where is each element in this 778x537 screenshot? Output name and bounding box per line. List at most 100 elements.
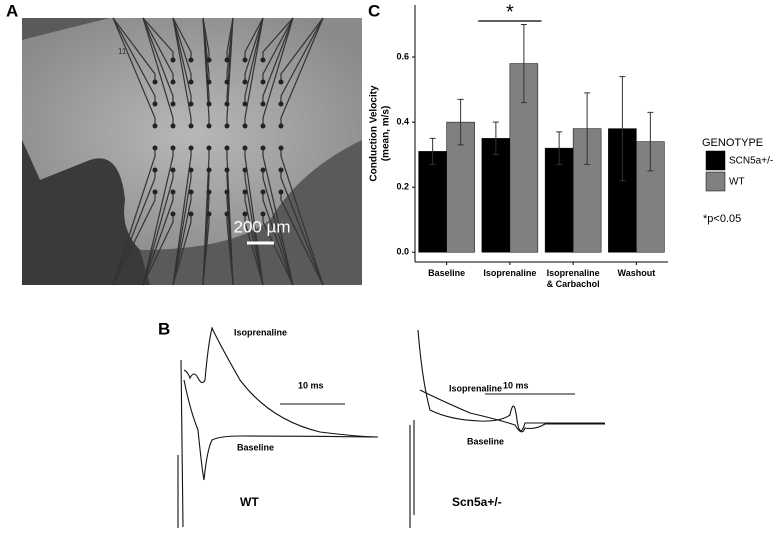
electrode	[278, 79, 284, 85]
x-tick-label: Baseline	[428, 268, 465, 278]
electrode	[260, 145, 266, 151]
electrode	[278, 167, 284, 173]
electrode-track	[142, 17, 174, 82]
y-tick-label: 0.0	[396, 247, 409, 257]
electrode	[206, 123, 212, 129]
electrode	[170, 189, 176, 195]
electrode	[260, 123, 266, 129]
error-bar	[492, 121, 499, 156]
electrode	[206, 211, 212, 217]
x-tick-label: Washout	[618, 268, 656, 278]
error-bar	[429, 137, 436, 165]
electrode-track	[244, 17, 264, 60]
electrode	[170, 57, 176, 63]
electrode-track	[202, 214, 210, 286]
electrode	[188, 167, 194, 173]
electrode	[170, 145, 176, 151]
electrode-track	[244, 17, 264, 126]
error-bar	[520, 24, 527, 104]
electrode	[188, 145, 194, 151]
electrode	[242, 145, 248, 151]
electrode	[188, 79, 194, 85]
electrode-label: 11	[118, 47, 127, 56]
electrode	[260, 79, 266, 85]
electrode-track	[262, 148, 294, 286]
panel-label: C	[368, 1, 380, 20]
error-bar	[457, 98, 464, 146]
electrode-track	[202, 17, 210, 60]
y-tick-label: 0.4	[396, 116, 409, 126]
chart: 0.0 0.2 0.4 0.6 Conduction Velocity (mean, m/…	[369, 1, 774, 289]
electrode-track	[262, 17, 294, 104]
electrode	[170, 123, 176, 129]
electrode	[188, 57, 194, 63]
electrode-track	[202, 192, 210, 286]
electrode-track	[112, 148, 156, 286]
electrode	[260, 101, 266, 107]
electrode	[224, 123, 230, 129]
electrode	[206, 167, 212, 173]
scale-label: 200 µm	[233, 217, 290, 236]
electrode	[188, 123, 194, 129]
electrode	[152, 79, 158, 85]
electrode	[152, 189, 158, 195]
electrode-track	[244, 170, 264, 286]
electrode-track	[262, 214, 294, 286]
electrode	[206, 79, 212, 85]
electrode-track	[262, 17, 294, 82]
trace-label: Baseline	[467, 436, 504, 446]
electrode-track	[280, 17, 324, 82]
electrode-track	[172, 17, 192, 126]
x-tick-label: Isoprenaline & Carbachol	[547, 268, 600, 289]
electrode	[242, 211, 248, 217]
electrode-track	[142, 17, 174, 126]
electrode	[278, 189, 284, 195]
legend-swatch	[705, 171, 726, 192]
electrode	[242, 79, 248, 85]
electrode	[152, 167, 158, 173]
trace-label: Isoprenaline	[449, 383, 502, 393]
legend-swatch	[705, 150, 726, 171]
electrode	[170, 211, 176, 217]
electrode-track	[112, 17, 156, 82]
electrode	[170, 101, 176, 107]
electrode-track	[172, 214, 192, 286]
error-bar	[556, 131, 563, 165]
electrode-track	[142, 148, 174, 286]
electrode	[152, 145, 158, 151]
electrode	[242, 57, 248, 63]
panel-label: A	[6, 1, 18, 20]
error-bar	[584, 92, 591, 165]
genotype-label: Scn5a+/-	[452, 495, 502, 509]
electrode-track	[244, 17, 264, 104]
electrode-track	[226, 17, 234, 126]
electrode-track	[226, 192, 234, 286]
bar	[418, 151, 447, 253]
photo	[22, 17, 362, 286]
electrode	[188, 189, 194, 195]
electrode-track	[112, 17, 156, 104]
electrode-track	[262, 170, 294, 286]
electrode-track	[280, 17, 324, 126]
scale-label: 10 ms	[503, 380, 529, 390]
electrode-track	[172, 148, 192, 286]
electrode-track	[280, 148, 324, 286]
electrode-track	[244, 17, 264, 82]
electrode-track	[112, 17, 156, 126]
electrode	[206, 145, 212, 151]
electrode	[242, 101, 248, 107]
electrode-track	[244, 192, 264, 286]
electrode	[206, 189, 212, 195]
electrode	[242, 189, 248, 195]
electrode-track	[172, 170, 192, 286]
electrode-track	[226, 214, 234, 286]
electrode	[260, 189, 266, 195]
bar	[481, 138, 511, 253]
electrode	[224, 101, 230, 107]
electrode-track	[142, 170, 174, 286]
electrode-track	[112, 170, 156, 286]
electrode	[170, 79, 176, 85]
electrode	[170, 167, 176, 173]
electrode	[242, 123, 248, 129]
